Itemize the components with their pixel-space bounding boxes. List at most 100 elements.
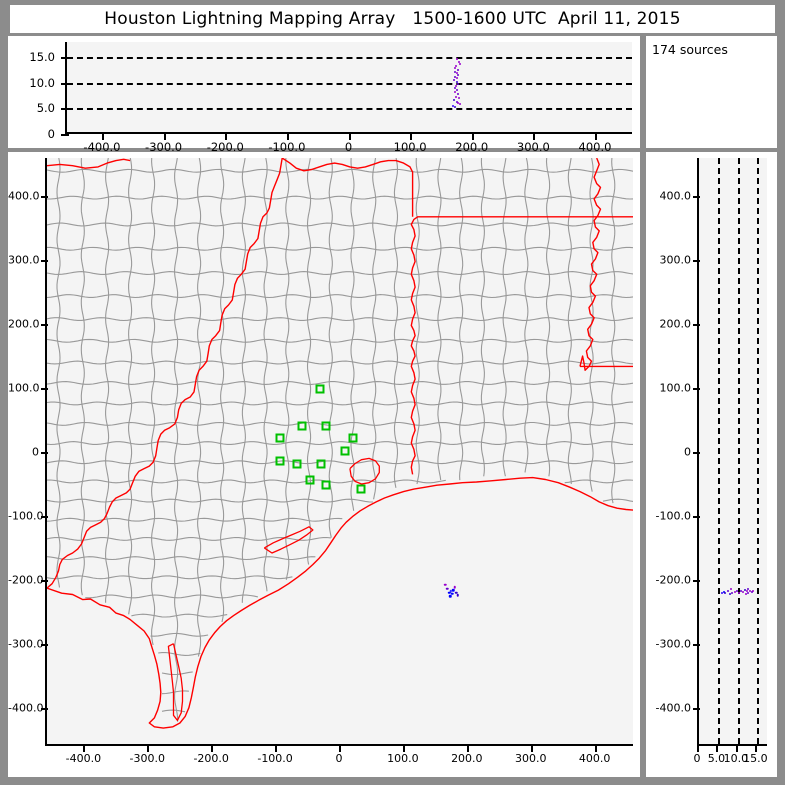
y-axis-tick-label: -300.0 (655, 637, 691, 651)
x-axis-tick-label: 100.0 (393, 140, 427, 154)
x-axis-tick (339, 746, 341, 752)
y-axis-tick-label: 0 (32, 445, 39, 459)
altitude-vs-north-south-panel: -400.0 -300.0 -200.0 -100.0 0 100.0 200.0 300.0… (646, 152, 777, 777)
lightning-source-point (453, 105, 456, 108)
x-axis-tick-label: 300.0 (514, 752, 547, 765)
plan-view-map-panel: -400.0 -300.0 -200.0 -100.0 0 100.0 200.0 300.0… (8, 152, 640, 777)
lightning-source-point (457, 97, 460, 100)
altitude-vs-east-west-plot[interactable] (65, 42, 632, 134)
x-axis-tick-label: 15.0 (743, 752, 768, 765)
lma-station-marker[interactable] (348, 433, 357, 443)
lma-station-marker[interactable] (321, 421, 331, 431)
altitude-vs-east-west-panel: 0 5.0 10.0 15.0 -400.0 -300.0 -200.0 -100.0 0 100… (8, 36, 640, 154)
y-axis-tick (693, 260, 700, 263)
lightning-source-point (733, 590, 736, 593)
y-axis-tick (61, 57, 69, 60)
page-title: Houston Lightning Mapping Array 1500-160… (104, 9, 681, 29)
county-border (47, 381, 633, 385)
county-border (161, 690, 189, 695)
x-axis-tick (163, 134, 166, 140)
x-axis-tick (147, 746, 150, 752)
lma-station-marker[interactable] (275, 433, 285, 443)
lightning-source-point (748, 589, 751, 592)
y-axis-tick-label: -400.0 (655, 701, 691, 715)
county-border (56, 158, 61, 588)
y-axis-tick (693, 579, 700, 582)
county-border (158, 652, 201, 656)
x-axis-tick-label: -100.0 (268, 140, 306, 154)
lightning-source-point (750, 590, 753, 593)
lma-station-marker[interactable] (356, 484, 366, 494)
county-border (47, 360, 633, 365)
lightning-source-point (728, 592, 731, 595)
lightning-source-point (747, 591, 750, 594)
county-border (47, 246, 633, 251)
x-axis-tick-label: 300.0 (516, 140, 550, 154)
lightning-source-point (456, 77, 459, 80)
county-border (372, 158, 377, 500)
lightning-source-point (738, 591, 741, 594)
lightning-source-point (457, 73, 460, 76)
lma-station-marker[interactable] (292, 459, 302, 469)
x-axis-tick-label: -400.0 (65, 752, 102, 765)
county-border (567, 158, 572, 485)
county-border (602, 498, 633, 502)
y-axis-tick (41, 196, 48, 199)
y-axis-tick-label: 5.0 (36, 101, 55, 116)
lma-station-marker[interactable] (316, 459, 326, 469)
x-axis-tick (530, 746, 533, 752)
county-border (47, 222, 633, 227)
county-border (306, 158, 312, 565)
y-axis-tick-label: 10.0 (29, 75, 55, 90)
lightning-source-point (447, 591, 451, 594)
x-axis-tick-label: 0 (335, 752, 343, 765)
lightning-source-point (726, 590, 729, 593)
lightning-source-point (455, 72, 458, 75)
county-border (241, 158, 246, 603)
altitude-vs-north-south-plot[interactable] (697, 158, 767, 746)
gridline-vertical (757, 158, 760, 744)
plan-view-map-plot[interactable] (45, 158, 633, 746)
lma-station-marker[interactable] (297, 421, 307, 431)
state-border-mississippi-river (579, 158, 602, 371)
lma-station-marker[interactable] (340, 446, 350, 456)
county-border (459, 158, 464, 481)
x-axis-tick-label: -200.0 (206, 140, 244, 154)
x-axis-tick (348, 134, 351, 140)
county-border (104, 158, 110, 603)
lightning-source-point (457, 102, 460, 105)
x-axis-tick (275, 746, 278, 752)
lma-station-marker[interactable] (305, 475, 315, 485)
y-axis-tick (41, 388, 48, 391)
county-border (415, 158, 420, 485)
state-border-texas-mexico (47, 158, 283, 589)
lma-station-marker[interactable] (321, 480, 331, 490)
x-axis-tick (595, 134, 598, 140)
sources-count-panel: 174 sources (646, 36, 777, 148)
y-axis-tick-label: -100.0 (8, 509, 44, 523)
county-border (437, 158, 442, 481)
y-axis-tick-label: 400.0 (8, 189, 40, 203)
y-axis-tick-label: 400.0 (659, 189, 692, 203)
county-border (285, 158, 290, 580)
county-borders (47, 158, 633, 722)
lma-station-marker[interactable] (275, 456, 285, 466)
x-axis-tick-label: 200.0 (451, 752, 483, 765)
lightning-source-point (720, 591, 723, 594)
x-axis-tick-label: 400.0 (578, 140, 612, 154)
lightning-source-point (453, 99, 456, 102)
lightning-source-point (454, 84, 457, 87)
y-axis-tick (41, 643, 48, 646)
x-axis-tick (594, 746, 597, 752)
x-axis-tick (533, 134, 536, 140)
county-border (47, 271, 633, 275)
y-axis-tick (693, 452, 700, 454)
lma-station-marker[interactable] (315, 384, 325, 394)
county-border (524, 158, 529, 473)
county-border (47, 294, 633, 299)
x-axis-tick (83, 746, 86, 752)
county-border (545, 158, 551, 477)
lightning-source-point (456, 89, 459, 92)
county-border (47, 479, 446, 484)
county-border (174, 158, 179, 722)
